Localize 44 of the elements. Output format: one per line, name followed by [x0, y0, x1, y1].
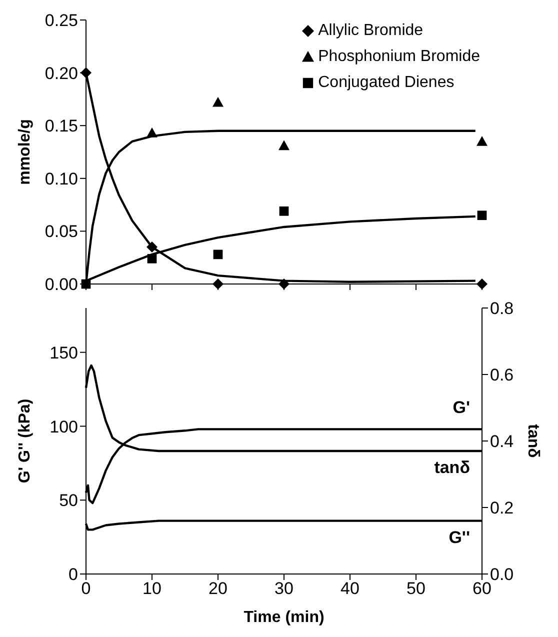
y2-tick-label: 0.4 [490, 432, 514, 452]
y2-tick-label: 0.8 [490, 299, 514, 318]
point [279, 206, 289, 216]
x-tick-label: 20 [208, 579, 228, 598]
y-tick-label: 100 [50, 417, 78, 436]
series-label: G'' [448, 528, 470, 547]
y-tick-label: 150 [50, 343, 78, 362]
point [147, 254, 157, 264]
y-tick-label: 0.15 [44, 116, 78, 136]
y2-tick-label: 0.6 [490, 366, 514, 385]
x-tick-label: 50 [406, 579, 426, 598]
x-tick-label: 40 [340, 579, 360, 598]
point [146, 127, 158, 138]
series-label: tanδ [434, 458, 470, 477]
y-tick-label: 0.10 [44, 169, 78, 188]
point [477, 210, 487, 220]
x-tick-label: 30 [274, 579, 294, 598]
x-tick-label: 10 [142, 579, 162, 598]
point [278, 140, 290, 150]
legend-label: Conjugated Dienes [318, 74, 454, 92]
y2-tick-label: 0.0 [490, 565, 514, 584]
y-axis-title: G' G'' (kPa) [16, 398, 34, 484]
x-axis-title: Time (min) [244, 609, 324, 626]
point [212, 96, 224, 107]
y-tick-label: 50 [59, 491, 78, 510]
y-tick-label: 0.00 [44, 275, 78, 294]
point [80, 67, 92, 78]
point [278, 278, 290, 290]
legend-label: Allylic Bromide [318, 22, 424, 40]
y2-axis-title: tanδ [524, 424, 542, 458]
point [212, 278, 224, 290]
series-label: G' [452, 398, 470, 418]
point [146, 242, 158, 253]
y-axis-title: mmole/g [16, 119, 34, 185]
point [476, 136, 488, 146]
point [213, 250, 223, 260]
y-tick-label: 0.25 [44, 11, 78, 30]
y-tick-label: 0 [68, 565, 78, 584]
x-tick-label: 60 [472, 579, 492, 598]
y-tick-label: 0.05 [44, 222, 78, 242]
x-tick-label: 0 [81, 579, 91, 598]
y2-tick-label: 0.2 [490, 498, 514, 518]
legend-label: Phosphonium Bromide [318, 48, 480, 66]
y-tick-label: 0.20 [44, 64, 78, 83]
